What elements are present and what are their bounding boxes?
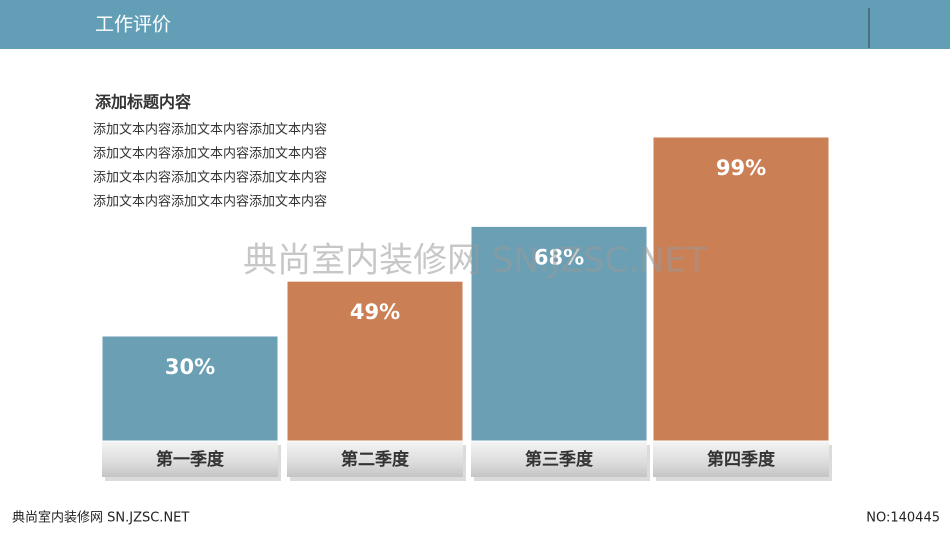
text-line: 添加文本内容添加文本内容添加文本内容 <box>93 122 327 138</box>
footer-right: NO:140445 <box>866 511 940 526</box>
value-label: 49% <box>350 300 400 324</box>
value-label: 30% <box>165 355 215 379</box>
value-label: 99% <box>716 156 766 180</box>
text-line: 添加文本内容添加文本内容添加文本内容 <box>93 146 327 162</box>
bar <box>101 335 279 442</box>
label-box <box>102 441 278 477</box>
label-box <box>287 441 463 477</box>
text-heading: 添加标题内容 <box>95 93 191 112</box>
category-label: 第四季度 <box>707 449 776 470</box>
text-line: 添加文本内容添加文本内容添加文本内容 <box>93 170 327 186</box>
value-label: 68% <box>534 245 584 269</box>
bar <box>652 136 830 442</box>
footer-left: 典尚室内装修网 SN.JZSC.NET <box>12 510 189 526</box>
bar <box>286 280 464 442</box>
bar <box>470 225 648 442</box>
header-title: 工作评价 <box>95 14 171 36</box>
label-box <box>471 441 647 477</box>
header-bar <box>0 0 950 49</box>
label-box <box>653 441 829 477</box>
text-line: 添加文本内容添加文本内容添加文本内容 <box>93 194 327 210</box>
category-label: 第二季度 <box>341 449 410 470</box>
category-label: 第一季度 <box>156 449 225 470</box>
category-label: 第三季度 <box>525 449 594 470</box>
watermark: 典尚室内装修网 SN.JZSC.NET <box>243 241 707 281</box>
